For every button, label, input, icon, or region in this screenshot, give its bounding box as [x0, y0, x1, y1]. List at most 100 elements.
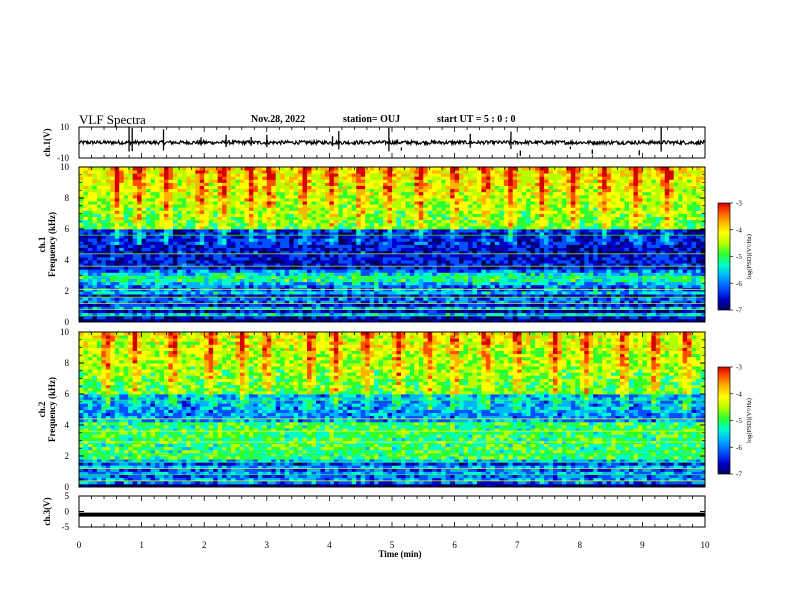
ch1-spectrogram-cell — [324, 210, 330, 214]
ch1-spectrogram-cell — [307, 272, 312, 276]
ch1-spectrogram-cell — [485, 201, 491, 205]
ch1-spectrogram-cell — [445, 207, 451, 211]
ch1-spectrogram-cell — [476, 294, 482, 298]
ch1-spectrogram-cell — [231, 170, 236, 174]
ch1-spectrogram-cell — [360, 256, 366, 261]
ch1-spectrogram-cell — [445, 306, 451, 310]
ch1-spectrogram-cell — [190, 167, 196, 171]
ch1-spectrogram-cell — [400, 235, 406, 239]
ch1-spectrogram-cell — [105, 306, 111, 310]
ch1-spectrogram-cell — [257, 244, 263, 248]
ch1-spectrogram-cell — [494, 207, 500, 211]
ch1-spectrogram-cell — [342, 213, 348, 217]
ch1-spectrogram-cell — [208, 272, 214, 276]
ch1-spectrogram-cell — [244, 219, 250, 224]
ch1-spectrogram-cell — [168, 269, 174, 273]
ch1-spectrogram-cell — [141, 272, 147, 276]
ch1-spectrogram-cell — [387, 201, 393, 205]
ch1-spectrogram-cell — [383, 170, 388, 174]
ch1-spectrogram-cell — [239, 225, 245, 230]
ch1-spectrogram-cell — [396, 235, 402, 239]
ch1-spectrogram-cell — [320, 210, 326, 214]
ch1-spectrogram-cell — [311, 198, 317, 202]
ch1-spectrogram-cell — [186, 241, 192, 245]
ch1-spectrogram-cell — [302, 204, 308, 208]
ch1-spectrogram-cell — [123, 176, 129, 180]
ch1-spectrogram-cell — [195, 284, 201, 289]
ch1-spectrogram-cell — [342, 219, 348, 224]
ch1-spectrogram-cell — [110, 219, 116, 224]
ch1-spectrogram-cell — [333, 179, 339, 183]
ch1-spectrogram-cell — [445, 260, 451, 264]
ch1-spectrogram-cell — [400, 179, 406, 183]
ch1-spectrogram-cell — [503, 235, 509, 239]
ch1-spectrogram-cell — [137, 185, 142, 190]
ch1-spectrogram-cell — [289, 312, 295, 317]
ch1-spectrogram-cell — [92, 179, 98, 183]
ch1-spectrogram-cell — [392, 185, 397, 190]
ch1-spectrogram-cell — [141, 188, 147, 193]
ch1-spectrogram-cell — [239, 263, 245, 267]
ch1-spectrogram-cell — [468, 210, 473, 214]
ch1-spectrogram-cell — [342, 303, 348, 307]
ch1-spectrogram-cell — [427, 294, 433, 298]
ch1-spectrogram-cell — [181, 303, 187, 307]
ch1-spectrogram-cell — [499, 281, 505, 286]
ch1-spectrogram-cell — [423, 291, 429, 295]
ch1-spectrogram-cell — [146, 213, 151, 217]
ch1-spectrogram-cell — [307, 297, 312, 301]
ch1-spectrogram-cell — [168, 235, 174, 239]
ch1-spectrogram-cell — [280, 284, 286, 289]
ch1-spectrogram-cell — [387, 173, 393, 177]
ch1-spectrogram-cell — [499, 253, 505, 258]
ch1-spectrogram-cell — [512, 312, 518, 317]
ch1-spectrogram-cell — [311, 173, 317, 177]
ch1-spectrogram-cell — [235, 216, 241, 221]
ch1-spectrogram-cell — [298, 300, 303, 304]
ch1-spectrogram-cell — [155, 232, 160, 236]
ch1-spectrogram-cell — [155, 247, 160, 252]
ch1-spectrogram-cell — [378, 173, 384, 177]
ch1-spectrogram-cell — [315, 272, 321, 276]
ch1-spectrogram-cell — [289, 201, 295, 205]
ch1-spectrogram-cell — [222, 260, 227, 264]
ch1-spectrogram-cell — [472, 232, 478, 236]
ch1-spectrogram-cell — [311, 309, 317, 314]
ch1-spectrogram-cell — [338, 250, 344, 255]
ch1-spectrogram-cell — [472, 303, 478, 307]
ch1-spectrogram-cell — [405, 198, 411, 202]
ch1-spectrogram-cell — [123, 256, 129, 261]
ch1-spectrogram-cell — [222, 318, 227, 323]
ch1-spectrogram-cell — [315, 167, 321, 171]
ch1-spectrogram-cell — [436, 309, 442, 314]
ch1-spectrogram-cell — [315, 297, 321, 301]
ch1-spectrogram-cell — [387, 247, 393, 252]
ch1-spectrogram-cell — [436, 315, 442, 320]
ch1-spectrogram-cell — [266, 269, 272, 273]
ch1-spectrogram-cell — [432, 198, 438, 202]
ch1-spectrogram-cell — [239, 318, 245, 323]
ch1-spectrogram-cell — [454, 284, 460, 289]
ch1-spectrogram-cell — [163, 194, 169, 199]
ch1-spectrogram-cell — [253, 222, 259, 227]
ch1-spectrogram-cell — [400, 281, 406, 286]
ch1-spectrogram-cell — [226, 256, 232, 261]
ch1-spectrogram-cell — [432, 179, 438, 183]
ch1-spectrogram-cell — [181, 284, 187, 289]
ch1-spectrogram-cell — [476, 281, 482, 286]
ch1-spectrogram-cell — [432, 284, 438, 289]
ch1-spectrogram-cell — [503, 204, 509, 208]
ch1-spectrogram-cell — [110, 225, 116, 230]
ch1-spectrogram-cell — [231, 182, 236, 186]
ch1-spectrogram-cell — [347, 191, 353, 196]
ch1-spectrogram-cell — [195, 241, 201, 245]
ch1-spectrogram-cell — [324, 300, 330, 304]
ch1-spectrogram-cell — [172, 278, 178, 283]
ch1-spectrogram-cell — [360, 173, 366, 177]
ch1-spectrogram-cell — [302, 219, 308, 224]
ch1-spectrogram-cell — [105, 201, 111, 205]
ch1-spectrogram-cell — [208, 201, 214, 205]
ch1-spectrogram-cell — [262, 229, 268, 233]
ch1-spectrogram-cell — [105, 179, 111, 183]
ch1-spectrogram-cell — [217, 306, 223, 310]
